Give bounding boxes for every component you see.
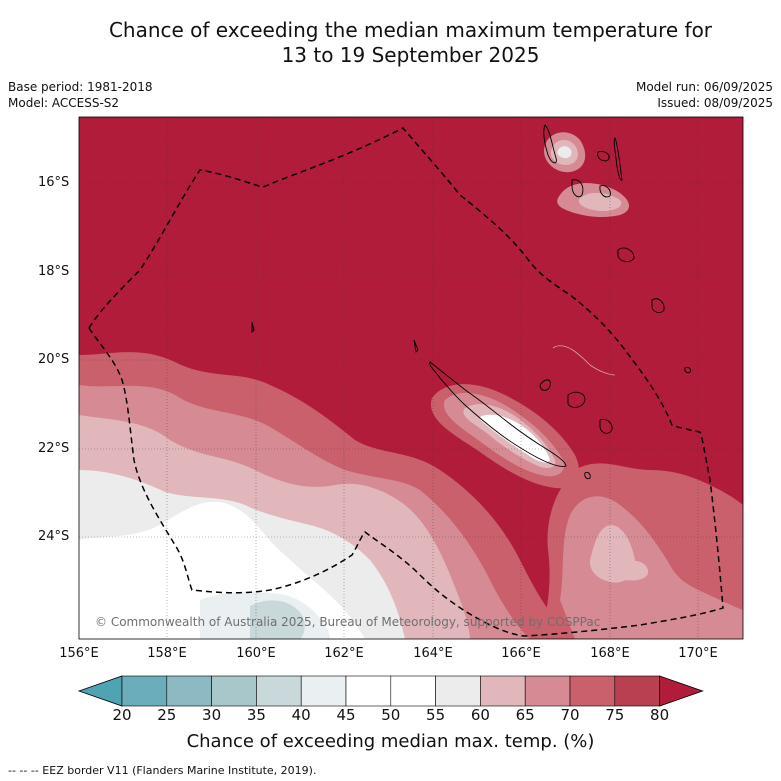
lat-label-16s: 16°S [38, 175, 70, 190]
colorbar-tick-label: 80 [650, 706, 670, 724]
vanuatu-maewo [613, 137, 623, 181]
title-line-1: Chance of exceeding the median maximum t… [108, 18, 713, 42]
lon-label-156e: 156°E [59, 646, 99, 661]
issued-date: Issued: 08/09/2025 [657, 96, 773, 110]
vanuatu-espiritu-santo [543, 124, 557, 164]
colorbar-segment [390, 675, 436, 707]
map-plot-area [79, 117, 743, 639]
vanuatu-pentecost [597, 151, 610, 162]
colorbar-label: Chance of exceeding median max. temp. (%… [186, 731, 595, 752]
colorbar-segments [77, 675, 704, 707]
contour-vanuatu-50 [557, 146, 572, 159]
meta-right: Model run: 06/09/2025 Issued: 08/09/2025 [636, 79, 773, 111]
model-run: Model run: 06/09/2025 [635, 80, 773, 94]
colorbar [77, 675, 704, 707]
map-title: Chance of exceeding the median maximum t… [0, 18, 781, 68]
map-frame [78, 116, 744, 640]
colorbar-extend-low [77, 675, 123, 707]
colorbar-segment [166, 675, 212, 707]
colorbar-segment [300, 675, 347, 707]
colorbar-tick-label: 70 [560, 706, 580, 724]
vanuatu-erromango [617, 247, 635, 263]
title-line-2: 13 to 19 September 2025 [281, 43, 540, 67]
colorbar-segment [614, 675, 660, 707]
vanuatu-efate [599, 185, 611, 198]
colorbar-segment [256, 675, 302, 707]
vanuatu-tanna [651, 298, 665, 313]
gridlines [79, 117, 743, 639]
colorbar-tick-label: 75 [605, 706, 625, 724]
colorbar-tick-label: 65 [515, 706, 535, 724]
base-period: Base period: 1981-2018 [8, 80, 153, 94]
colorbar-tick-label: 45 [336, 706, 356, 724]
eez-legend: -- -- -- EEZ border V11 (Flanders Marine… [8, 764, 317, 777]
colorbar-segment [211, 675, 257, 707]
lon-label-166e: 166°E [501, 646, 541, 661]
small-island-2 [413, 339, 419, 353]
colorbar-segment [435, 675, 481, 707]
colorbar-extend-high [659, 675, 704, 707]
colorbar-tick-label: 35 [246, 706, 266, 724]
colorbar-tick-label: 30 [202, 706, 222, 724]
model-name: Model: ACCESS-S2 [8, 96, 120, 110]
small-island-1 [251, 321, 255, 334]
colorbar-tick-label: 60 [470, 706, 490, 724]
lon-label-162e: 162°E [324, 646, 364, 661]
new-caledonia-mainland [429, 361, 567, 467]
lon-label-170e: 170°E [678, 646, 718, 661]
colorbar-tick-label: 50 [381, 706, 401, 724]
copyright-notice: © Commonwealth of Australia 2025, Bureau… [95, 615, 601, 629]
contour-vanuatu-south-60 [578, 192, 622, 212]
lon-label-158e: 158°E [147, 646, 187, 661]
contour-35 [250, 600, 305, 639]
colorbar-segment [345, 675, 392, 707]
lat-label-20s: 20°S [38, 352, 70, 367]
lat-label-18s: 18°S [38, 264, 70, 279]
lat-label-24s: 24°S [38, 529, 70, 544]
colorbar-segment [569, 675, 616, 707]
vanuatu-malekula [571, 179, 584, 198]
colorbar-tick-label: 25 [157, 706, 177, 724]
lon-label-164e: 164°E [413, 646, 453, 661]
colorbar-segment [524, 675, 571, 707]
colorbar-tick-label: 55 [426, 706, 446, 724]
contour-new-caledonia-50 [479, 414, 550, 463]
colorbar-segment [480, 675, 526, 707]
small-island-3 [584, 471, 591, 480]
colorbar-tick-label: 40 [291, 706, 311, 724]
eez-border [88, 127, 724, 637]
contour-line-faint [552, 345, 616, 376]
loyalty-island-3 [599, 419, 613, 434]
small-island-4 [684, 366, 691, 374]
loyalty-island-1 [539, 379, 551, 391]
contour-65-east-2 [617, 560, 649, 581]
meta-left: Base period: 1981-2018 Model: ACCESS-S2 [8, 79, 153, 111]
lon-label-160e: 160°E [236, 646, 276, 661]
lon-label-168e: 168°E [590, 646, 630, 661]
coastlines [251, 124, 691, 480]
loyalty-island-2 [567, 391, 586, 408]
lat-label-22s: 22°S [38, 441, 70, 456]
colorbar-segment [121, 675, 168, 707]
colorbar-tick-label: 20 [112, 706, 132, 724]
